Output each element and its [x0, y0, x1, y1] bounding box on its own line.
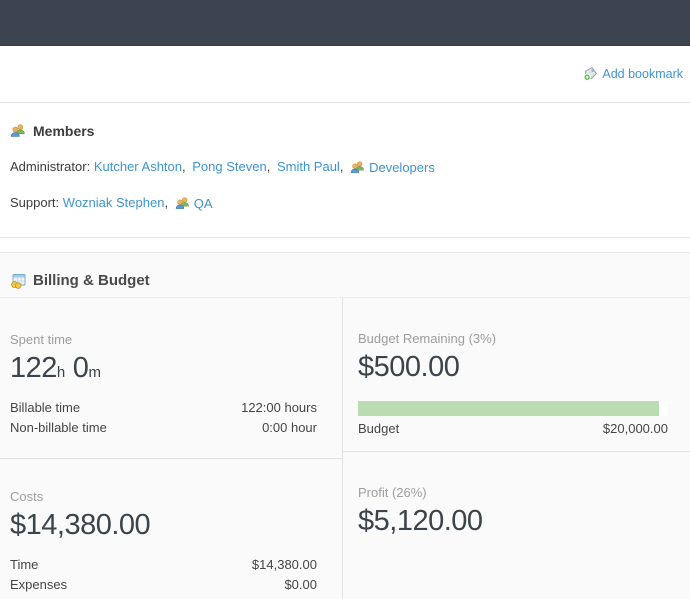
billing-title-label: Billing & Budget: [33, 272, 150, 290]
budget-progress-track: [358, 401, 668, 417]
budget-remaining-label: Budget Remaining (3%): [358, 331, 497, 347]
group-icon: [175, 196, 190, 211]
costs-time-row: Time $14,380.00: [10, 555, 317, 575]
separator: ,: [339, 159, 344, 174]
members-support-row: Support: Wozniak Stephen, QA: [10, 195, 680, 211]
profit-panel: Profit (26%) $5,120.00: [343, 451, 690, 599]
separator: ,: [182, 159, 186, 174]
spent-time-panel: Spent time 122h 0m Billable time 122:00 …: [0, 298, 342, 458]
billable-time-label: Billable time: [10, 400, 81, 416]
member-role-label: Administrator:: [10, 159, 91, 174]
budget-remaining-value: $500.00: [358, 351, 460, 384]
member-user-link[interactable]: Kutcher Ashton: [93, 159, 182, 174]
billing-panels: Spent time 122h 0m Billable time 122:00 …: [0, 297, 690, 599]
costs-expenses-value: $0.00: [284, 577, 317, 593]
member-user-link[interactable]: Pong Steven: [192, 159, 267, 174]
group-icon: [350, 160, 365, 175]
non-billable-time-label: Non-billable time: [10, 420, 107, 436]
billing-budget-section: Billing & Budget Spent time 122h 0m Bill…: [0, 252, 690, 599]
member-group-link[interactable]: Developers: [369, 160, 435, 176]
costs-time-label: Time: [10, 557, 39, 573]
budget-label: Budget: [358, 421, 400, 437]
bookmark-tag-icon: [583, 66, 598, 81]
app-header-bar: [0, 0, 690, 46]
profit-label: Profit (26%): [358, 485, 427, 501]
budget-remaining-panel: Budget Remaining (3%) $500.00 Budget $20…: [343, 298, 690, 451]
billable-time-value: 122:00 hours: [241, 400, 317, 416]
billable-time-row: Billable time 122:00 hours: [10, 398, 317, 418]
costs-label: Costs: [10, 489, 44, 505]
add-bookmark-button[interactable]: Add bookmark: [583, 66, 683, 81]
non-billable-time-row: Non-billable time 0:00 hour: [10, 418, 317, 438]
member-role-label: Support:: [10, 195, 60, 211]
spent-time-value: 122h 0m: [10, 352, 101, 385]
page-toolbar: Add bookmark: [0, 46, 690, 102]
spent-time-label: Spent time: [10, 332, 73, 348]
member-group-link[interactable]: QA: [193, 196, 213, 212]
costs-expenses-row: Expenses $0.00: [10, 575, 317, 595]
costs-time-value: $14,380.00: [251, 557, 317, 573]
members-title-label: Members: [33, 123, 95, 139]
budget-progress-fill: [358, 401, 659, 417]
add-bookmark-label: Add bookmark: [602, 66, 683, 81]
budget-row: Budget $20,000.00: [358, 419, 668, 439]
member-user-link[interactable]: Wozniak Stephen: [62, 195, 165, 211]
section-gap: [0, 238, 690, 253]
costs-panel: Costs $14,380.00 Time $14,380.00 Expense…: [0, 458, 342, 599]
separator: ,: [266, 159, 271, 174]
profit-value: $5,120.00: [358, 505, 483, 538]
billing-icon: [10, 273, 26, 289]
separator: ,: [164, 195, 169, 211]
members-administrator-row: Administrator: Kutcher Ashton, Pong Stev…: [10, 159, 680, 175]
non-billable-time-value: 0:00 hour: [262, 420, 317, 436]
costs-expenses-label: Expenses: [10, 577, 68, 593]
member-user-link[interactable]: Smith Paul: [276, 159, 340, 174]
members-section-title: Members: [10, 123, 680, 139]
members-section: Members Administrator: Kutcher Ashton, P…: [0, 102, 690, 239]
costs-value: $14,380.00: [10, 509, 151, 542]
group-icon: [10, 123, 26, 139]
billing-header: Billing & Budget: [0, 253, 690, 297]
budget-value: $20,000.00: [602, 421, 668, 437]
